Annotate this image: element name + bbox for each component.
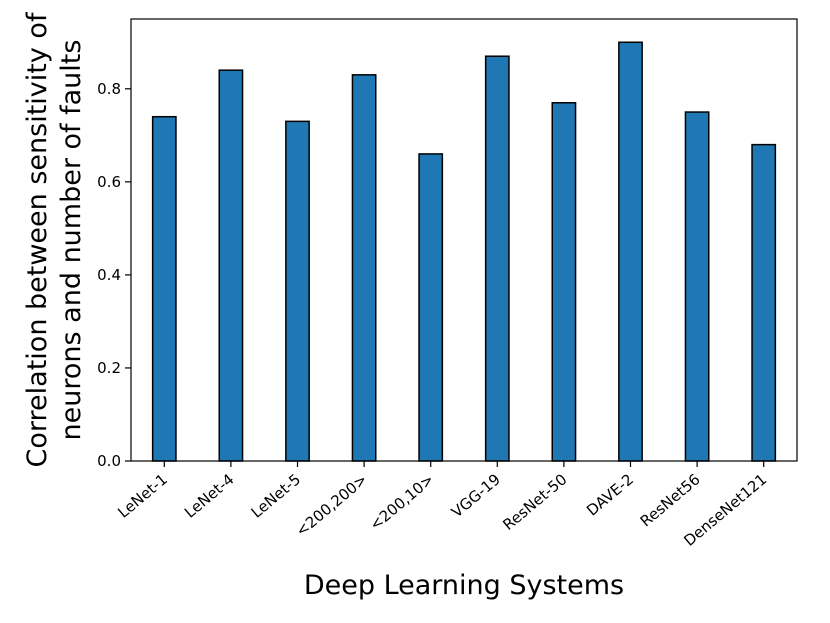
bar-5 [484, 55, 510, 462]
plot-frame [130, 18, 798, 462]
y-tick-label-0: 0.0 [97, 452, 121, 470]
bar-6 [551, 101, 577, 462]
x-tick-label-7: DAVE-2 [583, 470, 637, 519]
y-tick-label-1: 0.2 [97, 359, 121, 377]
x-tick-label-4: <200,10> [366, 470, 437, 534]
bar-8 [684, 111, 710, 462]
y-axis-title-line-2: neurons and number of faults [56, 40, 87, 441]
x-tick-label-8: ResNet56 [637, 470, 704, 530]
x-tick-label-6: ResNet-50 [499, 470, 570, 534]
y-tick-label-3: 0.6 [97, 173, 121, 191]
bar-4 [418, 153, 444, 462]
bar-2 [285, 120, 310, 462]
x-axis-ticks: LeNet-1 LeNet-4 LeNet-5<200,200><200,10> VG… [114, 461, 770, 550]
x-tick-label-5: VGG-19 [448, 470, 504, 521]
x-axis-title: Deep Learning Systems [304, 570, 624, 601]
y-axis-title-line-1: Correlation between sensitivity of [22, 11, 53, 467]
y-axis-ticks: 0.0 0.2 0.4 0.6 0.8 [97, 80, 131, 470]
y-tick-label-4: 0.8 [97, 80, 121, 98]
x-tick-label-3: <200,200> [292, 470, 370, 540]
bar-3 [351, 74, 377, 462]
bars-group [151, 41, 777, 462]
bar-9 [751, 143, 777, 462]
x-tick-label-1: LeNet-4 [181, 470, 237, 521]
bar-1 [218, 69, 244, 462]
bar-0 [151, 115, 177, 462]
x-tick-label-2: LeNet-5 [248, 470, 304, 521]
x-tick-label-0: LeNet-1 [114, 470, 170, 521]
bar-7 [618, 41, 643, 462]
y-tick-label-2: 0.4 [97, 266, 121, 284]
